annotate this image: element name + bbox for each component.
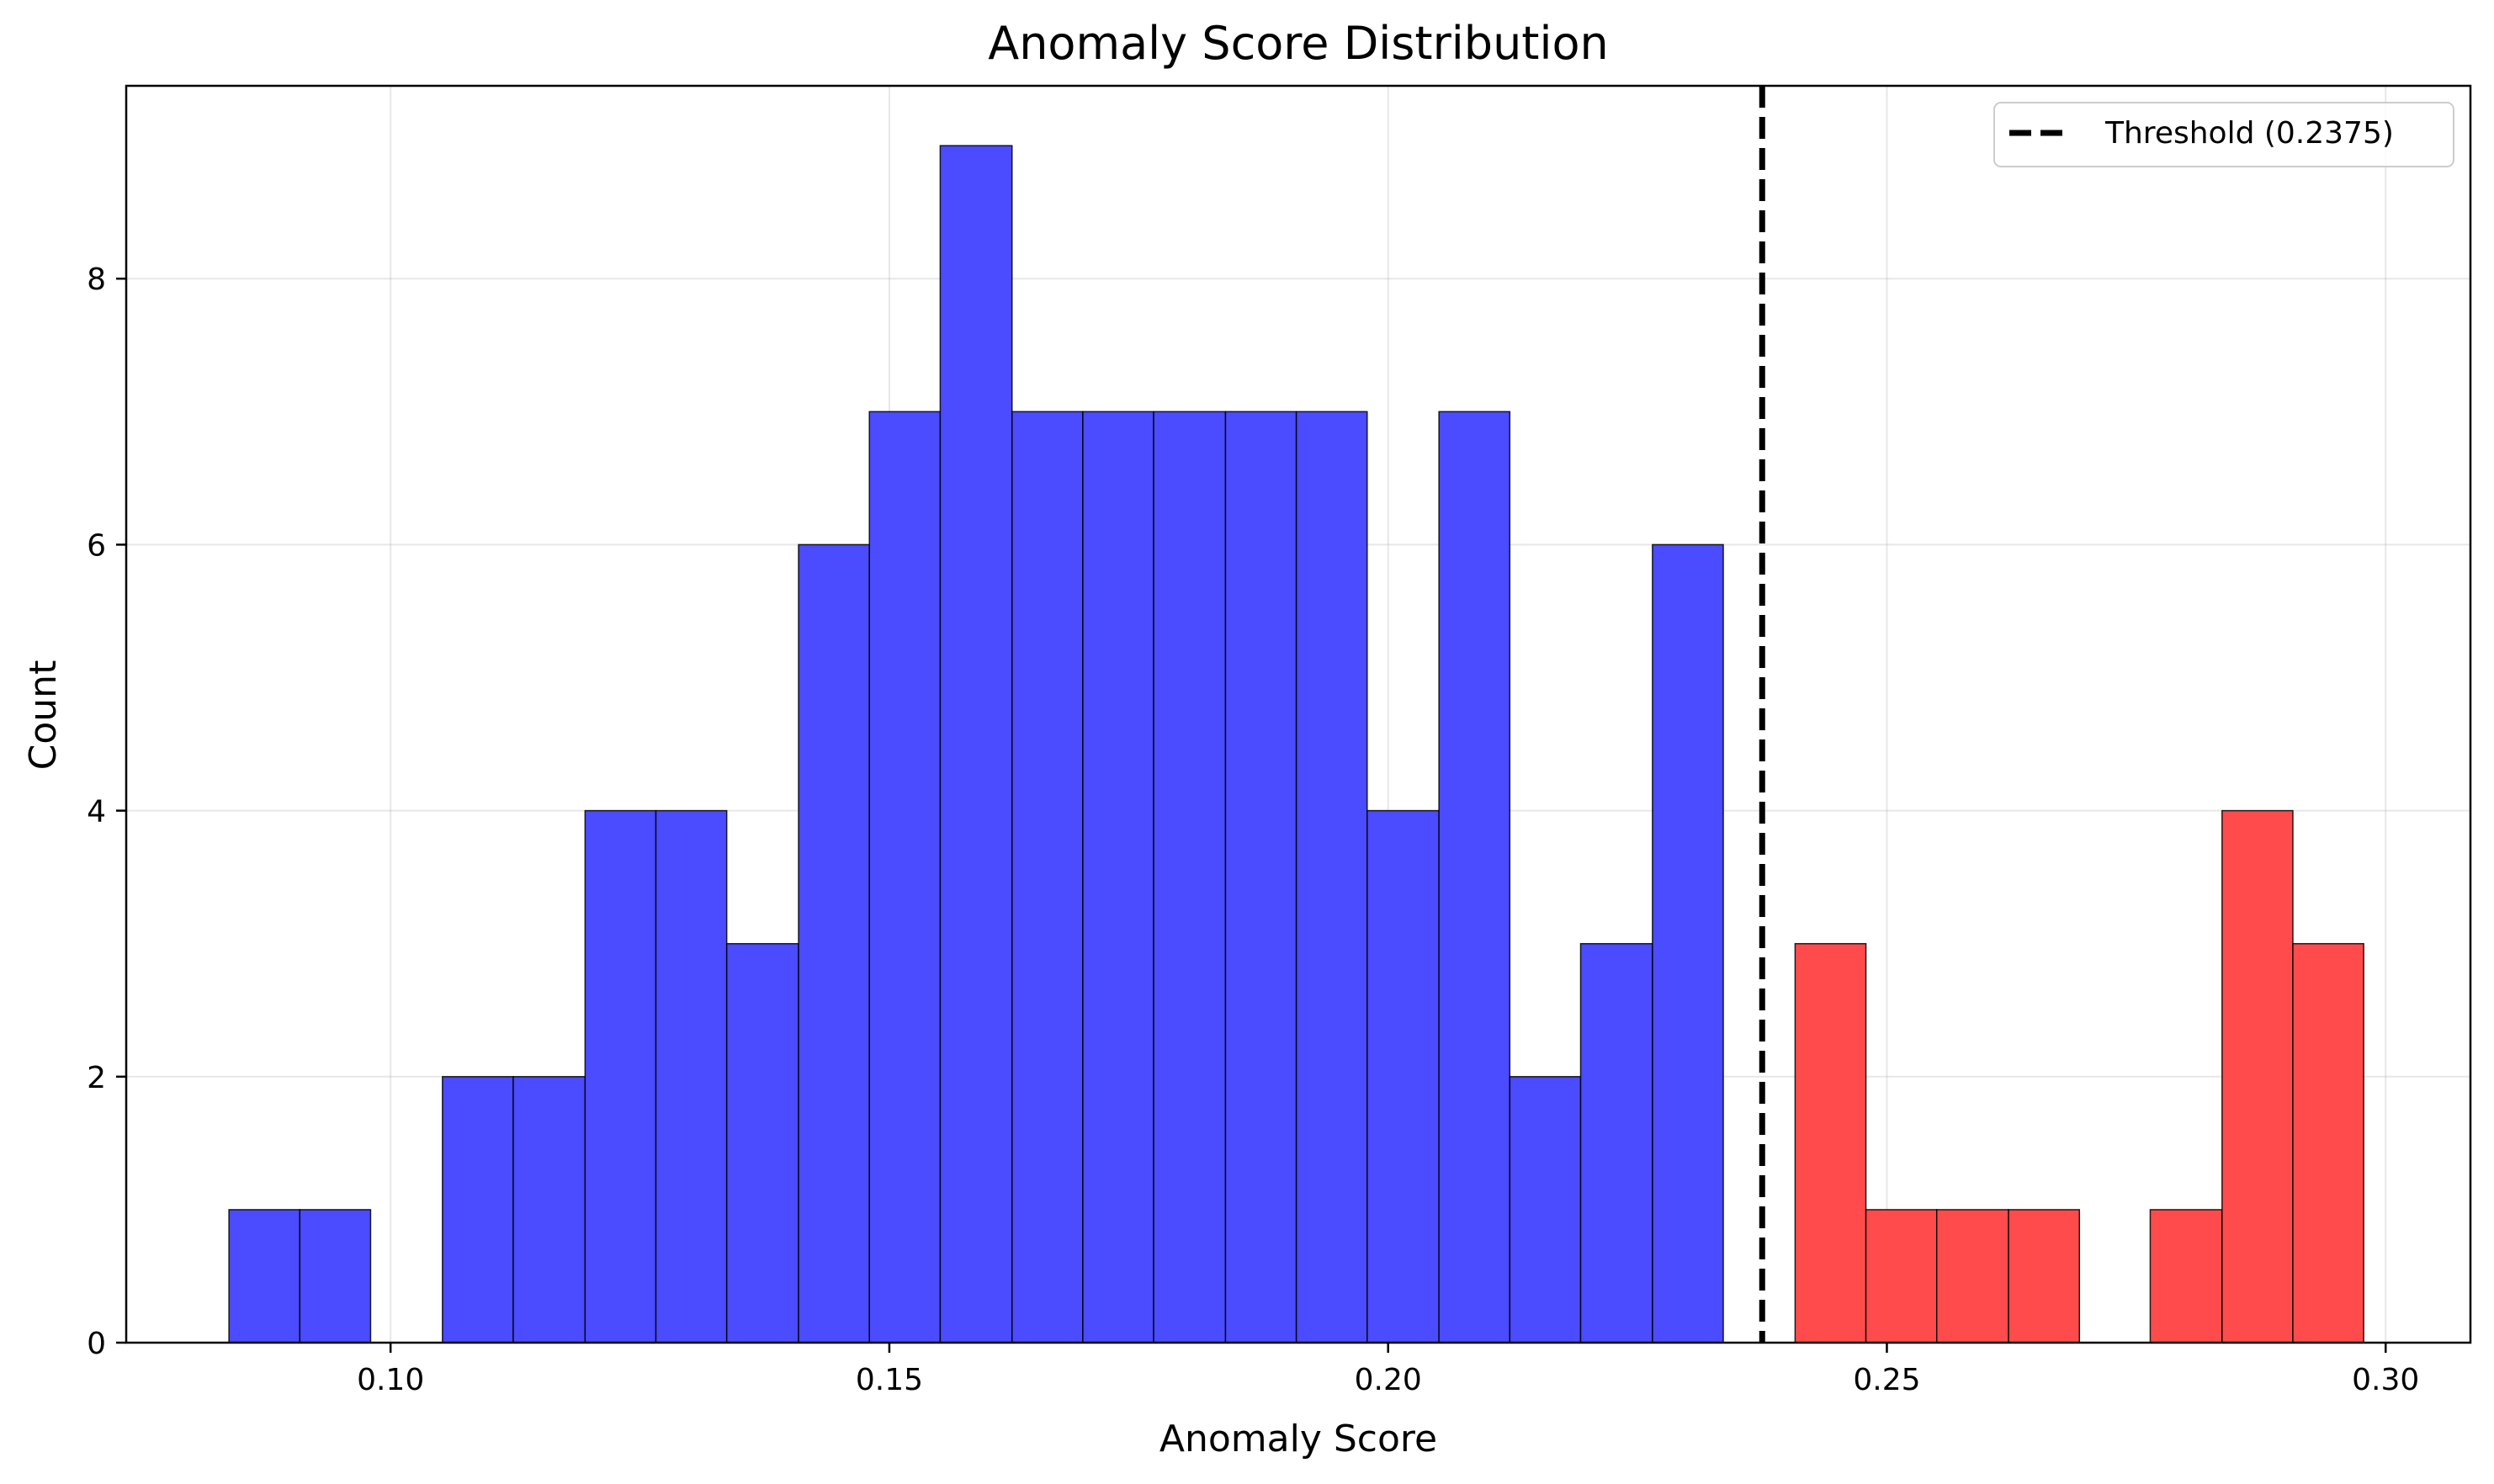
legend-box (1993, 102, 2454, 167)
anomaly-bar (2008, 1209, 2081, 1344)
normal-bar (1438, 411, 1511, 1344)
normal-bar (299, 1209, 372, 1344)
normal-bar (798, 543, 870, 1344)
anomaly-bar (2149, 1209, 2223, 1344)
normal-bar (228, 1209, 301, 1344)
y-tick-label: 6 (87, 528, 106, 563)
anomaly-bar (1794, 942, 1867, 1344)
y-axis-ticks: 0 2 4 6 8 (87, 262, 126, 1361)
y-tick-label: 4 (87, 795, 106, 829)
x-tick-label: 0.20 (1355, 1363, 1422, 1397)
plot-frame (125, 84, 2472, 1344)
normal-bar (1509, 1076, 1582, 1344)
normal-bar (1652, 543, 1724, 1344)
normal-bar (1295, 411, 1368, 1344)
anomaly-bar (1935, 1209, 2009, 1344)
normal-bar (512, 1076, 586, 1344)
anomaly-bar (1865, 1209, 1938, 1344)
y-tick-label: 0 (87, 1327, 106, 1361)
y-tick-label: 8 (87, 262, 106, 297)
normal-bar (584, 809, 657, 1344)
y-axis-label: Count (22, 660, 65, 771)
normal-bar (442, 1076, 514, 1344)
anomaly-bar (2292, 942, 2364, 1344)
normal-bar (1011, 411, 1084, 1344)
x-tick-label: 0.30 (2352, 1363, 2419, 1397)
normal-bar (655, 809, 728, 1344)
chart-title: Anomaly Score Distribution (988, 17, 1608, 70)
normal-bar (1366, 809, 1440, 1344)
normal-bar (868, 411, 942, 1344)
normal-bar (1153, 411, 1227, 1344)
x-axis-ticks: 0.10 0.15 0.20 0.25 0.30 (357, 1343, 2419, 1397)
normal-bar (1579, 942, 1653, 1344)
normal-bar (939, 145, 1013, 1344)
normal-bar (1082, 411, 1154, 1344)
x-tick-label: 0.25 (1853, 1363, 1920, 1397)
x-axis-label: Anomaly Score (1159, 1418, 1437, 1460)
x-tick-label: 0.10 (357, 1363, 424, 1397)
normal-bar (725, 942, 799, 1344)
y-tick-label: 2 (87, 1061, 106, 1095)
legend: Threshold (0.2375) (1993, 102, 2454, 167)
histogram-bars (228, 145, 2364, 1344)
legend-threshold-label: Threshold (0.2375) (2104, 116, 2394, 151)
normal-bar (1224, 411, 1297, 1344)
anomaly-bar (2221, 809, 2294, 1344)
x-tick-label: 0.15 (856, 1363, 923, 1397)
